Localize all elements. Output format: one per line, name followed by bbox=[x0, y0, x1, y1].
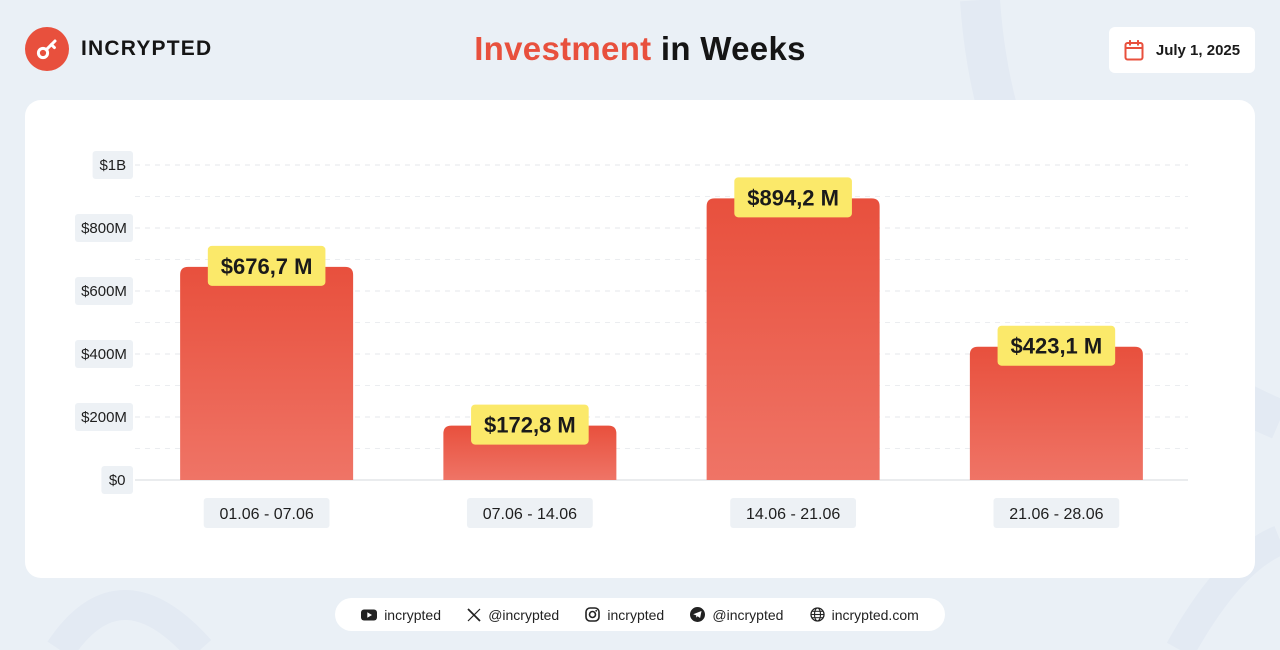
svg-text:14.06 - 21.06: 14.06 - 21.06 bbox=[746, 506, 840, 523]
brand-name: INCRYPTED bbox=[81, 37, 213, 60]
bar bbox=[180, 266, 354, 480]
x-tick-label: 01.06 - 07.06 bbox=[203, 498, 330, 528]
bar bbox=[706, 198, 880, 480]
social-website-label: incrypted.com bbox=[831, 606, 919, 623]
x-tick-label: 14.06 - 21.06 bbox=[730, 498, 857, 528]
svg-text:$0: $0 bbox=[109, 472, 126, 489]
bar-value-label: $894,2 M bbox=[734, 177, 852, 218]
svg-text:$200M: $200M bbox=[81, 409, 127, 426]
key-icon bbox=[25, 27, 69, 71]
x-tick-label: 21.06 - 28.06 bbox=[993, 498, 1120, 528]
title-rest: in Weeks bbox=[651, 30, 806, 67]
globe-icon bbox=[809, 607, 825, 622]
social-youtube-label: incrypted bbox=[384, 606, 441, 623]
social-instagram-label: incrypted bbox=[607, 606, 665, 623]
calendar-icon bbox=[1124, 39, 1144, 60]
social-telegram-label: @incrypted bbox=[712, 606, 784, 623]
svg-text:21.06 - 28.06: 21.06 - 28.06 bbox=[1009, 506, 1103, 523]
date-chip: July 1, 2025 bbox=[1109, 27, 1255, 73]
svg-text:$172,8 M: $172,8 M bbox=[484, 413, 576, 438]
bar-value-label: $676,7 M bbox=[207, 245, 326, 286]
social-youtube[interactable]: incrypted bbox=[361, 607, 441, 623]
bar bbox=[969, 346, 1143, 480]
svg-text:$800M: $800M bbox=[81, 220, 127, 237]
x-icon bbox=[467, 607, 481, 622]
page-title: Investment in Weeks bbox=[0, 30, 1280, 68]
date-text: July 1, 2025 bbox=[1155, 41, 1241, 59]
social-x-label: @incrypted bbox=[488, 606, 560, 623]
y-tick-label: $600M bbox=[75, 277, 133, 305]
bar-value-label: $172,8 M bbox=[471, 404, 589, 445]
chart-card: $676,7 M $172,8 M $894,2 M $423,1 M $0 $200M… bbox=[25, 100, 1255, 578]
title-accent: Investment bbox=[474, 30, 652, 67]
svg-text:$423,1 M: $423,1 M bbox=[1011, 334, 1103, 359]
svg-text:01.06 - 07.06: 01.06 - 07.06 bbox=[219, 506, 313, 523]
svg-text:$1B: $1B bbox=[99, 157, 126, 174]
svg-text:$400M: $400M bbox=[81, 346, 127, 363]
svg-text:$676,7 M: $676,7 M bbox=[221, 254, 313, 279]
x-tick-label: 07.06 - 14.06 bbox=[466, 498, 593, 528]
social-instagram[interactable]: incrypted bbox=[585, 607, 664, 623]
y-tick-label: $400M bbox=[75, 340, 133, 368]
social-website[interactable]: incrypted.com bbox=[809, 606, 919, 623]
youtube-icon bbox=[361, 609, 378, 620]
bar-value-label: $423,1 M bbox=[997, 325, 1116, 366]
bar-chart: $676,7 M $172,8 M $894,2 M $423,1 M $0 $200M… bbox=[75, 151, 1188, 528]
y-tick-label: $800M bbox=[75, 214, 133, 242]
social-x[interactable]: @incrypted bbox=[467, 607, 559, 623]
social-telegram[interactable]: @incrypted bbox=[690, 607, 783, 623]
y-tick-label: $200M bbox=[75, 403, 133, 431]
telegram-icon bbox=[690, 607, 706, 622]
y-tick-label: $1B bbox=[92, 151, 133, 179]
svg-text:$894,2 M: $894,2 M bbox=[747, 185, 839, 210]
instagram-icon bbox=[585, 607, 601, 622]
brand: INCRYPTED bbox=[25, 27, 212, 71]
svg-text:$600M: $600M bbox=[81, 283, 127, 300]
social-footer: incrypted @incrypted incrypted @incrypte… bbox=[335, 598, 945, 631]
svg-text:07.06 - 14.06: 07.06 - 14.06 bbox=[483, 506, 577, 523]
y-tick-label: $0 bbox=[101, 466, 133, 494]
